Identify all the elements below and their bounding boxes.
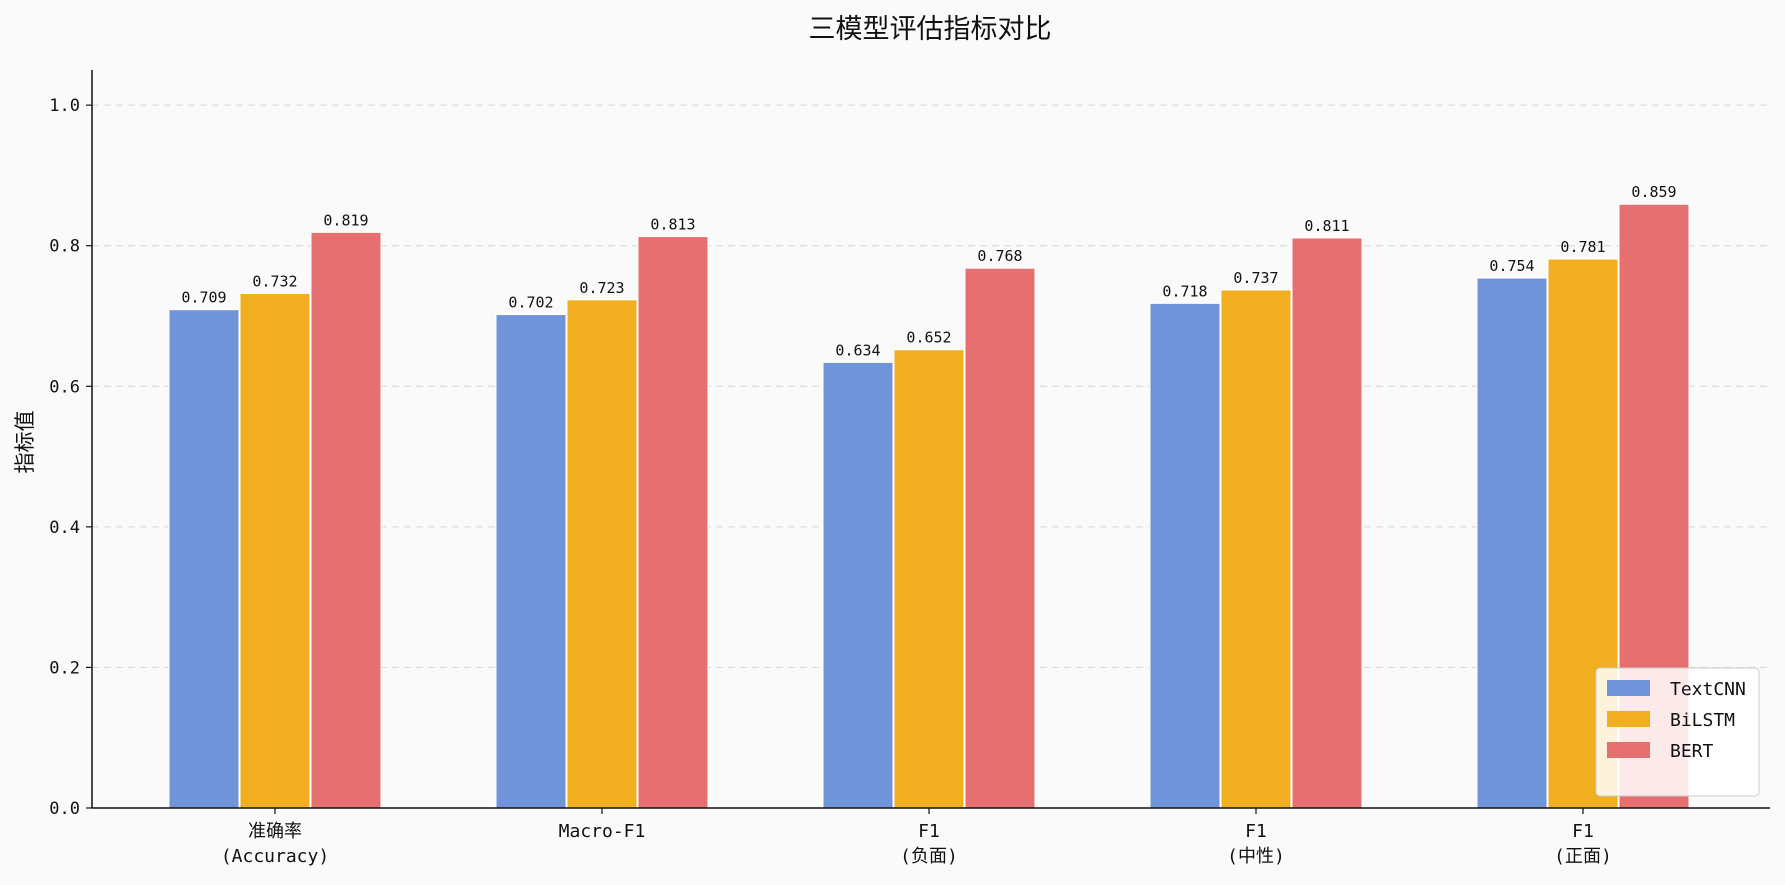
chart-title: 三模型评估指标对比	[809, 14, 1052, 45]
bar-textcnn	[822, 361, 894, 809]
value-label: 0.652	[906, 329, 951, 347]
bar-textcnn	[1476, 277, 1548, 809]
bars-group	[168, 203, 1690, 809]
bar-bert	[964, 267, 1036, 809]
bar-textcnn	[1149, 302, 1221, 809]
x-tick-label: F1	[1572, 821, 1594, 842]
x-tick-label: (负面)	[900, 846, 958, 867]
y-tick-label: 0.0	[49, 799, 80, 819]
y-axis-label: 指标值	[13, 411, 37, 474]
bar-bilstm	[1220, 289, 1292, 809]
x-ticks-group: 准确率 (Accuracy) Macro-F1 F1 (负面) F1 (中性) F1 (正面)	[221, 808, 1612, 867]
value-label: 0.723	[579, 279, 624, 297]
value-label: 0.702	[508, 294, 553, 312]
bar-bert	[637, 236, 709, 809]
x-tick-label: (正面)	[1554, 846, 1612, 867]
legend-frame	[1595, 667, 1760, 797]
legend-label: BiLSTM	[1670, 710, 1735, 731]
legend-swatch-bert	[1607, 742, 1650, 758]
bar-bilstm	[566, 299, 638, 809]
x-tick-label: 准确率	[248, 821, 302, 842]
y-tick-label: 0.6	[49, 377, 80, 397]
value-label: 0.732	[252, 273, 297, 291]
value-label: 0.718	[1162, 282, 1207, 300]
value-label: 0.781	[1560, 238, 1605, 256]
x-tick-label: F1	[1245, 821, 1267, 842]
x-tick-label: (Accuracy)	[221, 846, 329, 867]
legend-swatch-bilstm	[1607, 711, 1650, 727]
value-label: 0.811	[1304, 217, 1349, 235]
value-label: 0.709	[181, 289, 226, 307]
value-labels-group: 0.709 0.702 0.634 0.718 0.754 0.732 0.723 0.652…	[181, 183, 1676, 359]
bar-textcnn	[495, 314, 567, 809]
legend-label: TextCNN	[1670, 679, 1746, 700]
value-label: 0.768	[977, 247, 1022, 265]
legend-label: BERT	[1670, 741, 1714, 762]
value-label: 0.813	[650, 216, 695, 234]
y-tick-label: 1.0	[49, 96, 80, 116]
value-label: 0.754	[1489, 257, 1534, 275]
y-tick-label: 0.4	[49, 518, 80, 538]
bar-bilstm	[893, 349, 965, 809]
y-ticks-group: 0.0 0.2 0.4 0.6 0.8 1.0	[49, 96, 92, 819]
legend-swatch-textcnn	[1607, 680, 1650, 696]
bar-textcnn	[168, 309, 240, 809]
x-tick-label: (中性)	[1227, 846, 1285, 867]
x-tick-label: Macro-F1	[559, 821, 646, 842]
legend: TextCNN BiLSTM BERT	[1595, 667, 1760, 797]
value-label: 0.819	[323, 211, 368, 229]
value-label: 0.634	[835, 341, 880, 359]
value-label: 0.859	[1631, 183, 1676, 201]
bar-bert	[1291, 237, 1363, 809]
bar-bilstm	[239, 293, 311, 809]
y-tick-label: 0.2	[49, 658, 80, 678]
x-tick-label: F1	[918, 821, 940, 842]
value-label: 0.737	[1233, 269, 1278, 287]
y-tick-label: 0.8	[49, 237, 80, 257]
axes-group	[91, 70, 1770, 809]
bar-bert	[310, 231, 382, 809]
